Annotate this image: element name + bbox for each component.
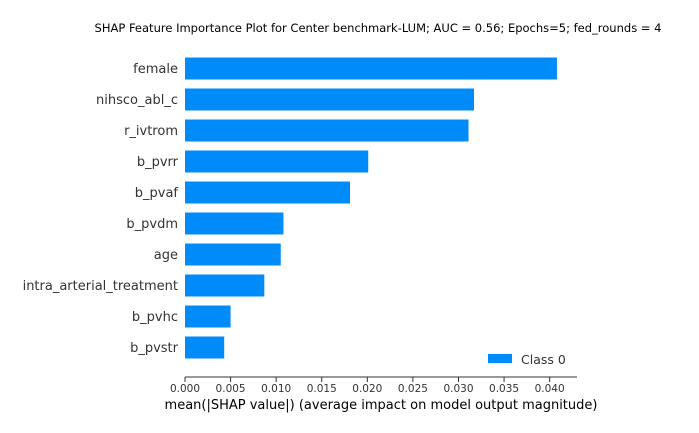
category-label-female: female [133,62,178,77]
bar-age [185,243,281,266]
category-label-b_pvaf: b_pvaf [135,186,179,201]
category-label-intra_arterial_treatment: intra_arterial_treatment [23,279,178,294]
category-label-age: age [154,248,178,263]
x-tick-label: 0.040 [535,383,565,395]
legend-swatch [488,354,512,363]
x-axis-label: mean(|SHAP value|) (average impact on mo… [165,398,598,413]
x-tick-label: 0.035 [489,383,519,395]
bar-b_pvdm [185,212,284,235]
bars-group [185,57,557,359]
x-tick-label: 0.015 [307,383,337,395]
category-label-r_ivtrom: r_ivtrom [124,124,178,139]
bar-r_ivtrom [185,119,469,142]
bar-b_pvstr [185,336,225,359]
category-label-nihsco_abl_c: nihsco_abl_c [96,93,178,108]
legend-label: Class 0 [521,352,566,367]
bar-b_pvhc [185,305,231,328]
category-label-b_pvhc: b_pvhc [132,310,178,325]
category-labels: female nihsco_abl_c r_ivtrom b_pvrr b_pvaf b_… [23,62,179,356]
x-tick-label: 0.025 [398,383,428,395]
x-tick-label: 0.030 [443,383,473,395]
x-ticks: 0.000 0.005 0.010 0.015 0.020 0.025 0.030 0.035… [170,377,565,395]
bar-b_pvaf [185,181,351,204]
bar-b_pvrr [185,150,369,173]
category-label-b_pvrr: b_pvrr [137,155,179,170]
x-tick-label: 0.000 [170,383,200,395]
category-label-b_pvdm: b_pvdm [126,217,178,232]
bar-nihsco_abl_c [185,88,474,111]
bar-intra_arterial_treatment [185,274,265,297]
category-label-b_pvstr: b_pvstr [130,341,179,356]
x-tick-label: 0.020 [352,383,382,395]
legend: Class 0 [488,352,566,367]
x-tick-label: 0.010 [261,383,291,395]
bar-female [185,57,557,80]
x-tick-label: 0.005 [216,383,246,395]
chart-title: SHAP Feature Importance Plot for Center … [95,21,662,35]
